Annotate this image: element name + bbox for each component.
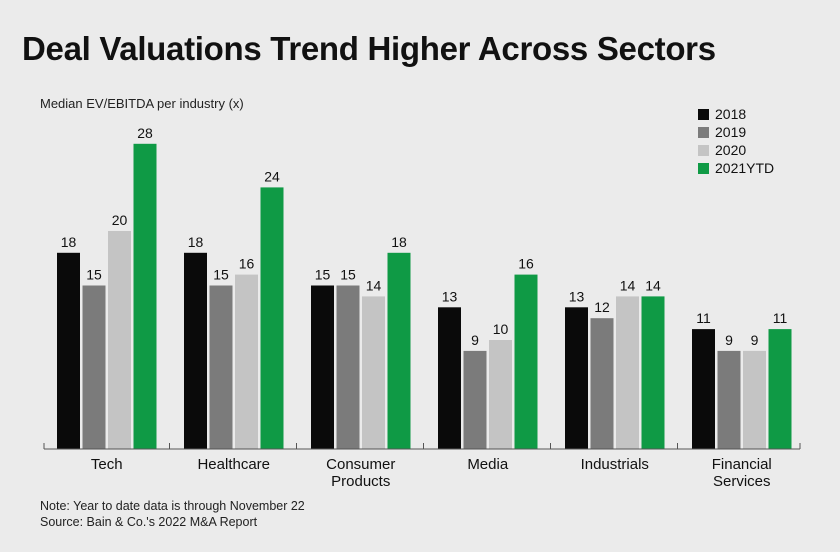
bar-2018-3 [438, 307, 461, 449]
bar-2020-4 [616, 296, 639, 449]
legend-swatch-2020 [698, 144, 709, 156]
legend-item-2020: 2020 [698, 141, 774, 159]
value-label: 15 [213, 267, 229, 283]
legend: 2018 2019 2020 2021YTD [698, 105, 774, 177]
value-label: 9 [751, 332, 759, 348]
category-label: Tech [91, 456, 123, 473]
bar-2020-5 [743, 350, 766, 449]
legend-label-2019: 2019 [715, 124, 747, 140]
value-label: 12 [594, 299, 610, 315]
bar-2021ytd-5 [768, 329, 792, 449]
category-label: Media [467, 456, 509, 473]
bar-2021ytd-3 [514, 274, 538, 449]
value-label: 14 [645, 277, 661, 293]
note-text: Note: Year to date data is through Novem… [40, 499, 305, 513]
bar-2021ytd-1 [260, 187, 284, 449]
bar-2021ytd-4 [641, 296, 665, 449]
legend-label-2021ytd: 2021YTD [715, 160, 775, 176]
y-axis-label: Median EV/EBITDA per industry (x) [40, 96, 244, 111]
value-label: 24 [264, 168, 280, 184]
category-label: Financial [712, 456, 772, 473]
bar-2020-0 [108, 231, 131, 449]
bar-2020-2 [362, 296, 385, 449]
bar-2020-1 [235, 274, 258, 449]
bar-2018-1 [184, 252, 207, 449]
category-label: Healthcare [197, 456, 270, 473]
legend-item-2021ytd: 2021YTD [698, 159, 774, 177]
bar-2019-0 [82, 285, 106, 449]
legend-swatch-2018 [698, 108, 709, 120]
legend-item-2018: 2018 [698, 105, 774, 123]
source-text: Source: Bain & Co.'s 2022 M&A Report [40, 515, 258, 529]
value-label: 16 [239, 256, 255, 272]
bar-2021ytd-2 [387, 252, 411, 449]
category-label: Services [713, 473, 771, 490]
bar-2018-0 [57, 252, 80, 449]
value-label: 20 [112, 212, 128, 228]
value-label: 13 [569, 288, 585, 304]
value-label: 14 [366, 277, 382, 293]
bar-2019-5 [717, 350, 741, 449]
value-label: 18 [391, 234, 407, 250]
bar-2019-2 [336, 285, 360, 449]
bar-2018-5 [692, 329, 715, 449]
bar-2020-3 [489, 340, 512, 449]
value-label: 13 [442, 288, 458, 304]
value-label: 15 [86, 267, 102, 283]
bar-2019-3 [463, 350, 487, 449]
value-label: 28 [137, 125, 153, 141]
value-label: 18 [61, 234, 77, 250]
bar-2018-2 [311, 285, 334, 449]
value-label: 9 [471, 332, 479, 348]
bar-2021ytd-0 [133, 143, 157, 450]
bar-2019-1 [209, 285, 233, 449]
footnotes: Note: Year to date data is through Novem… [40, 498, 305, 530]
legend-item-2019: 2019 [698, 123, 774, 141]
bar-2019-4 [590, 318, 614, 449]
chart-title: Deal Valuations Trend Higher Across Sect… [22, 30, 716, 67]
value-label: 18 [188, 234, 204, 250]
value-label: 11 [696, 310, 711, 326]
value-label: 15 [340, 267, 356, 283]
value-label: 16 [518, 256, 534, 272]
bar-2018-4 [565, 307, 588, 449]
legend-swatch-2021ytd [698, 162, 709, 174]
value-label: 15 [315, 267, 331, 283]
legend-swatch-2019 [698, 126, 709, 138]
legend-label-2018: 2018 [715, 106, 747, 122]
value-label: 14 [620, 277, 636, 293]
value-label: 10 [493, 321, 509, 337]
category-label: Industrials [581, 456, 649, 473]
value-label: 9 [725, 332, 733, 348]
category-label: Products [331, 473, 390, 490]
legend-label-2020: 2020 [715, 142, 747, 158]
category-label: Consumer [326, 456, 395, 473]
value-label: 11 [773, 310, 788, 326]
